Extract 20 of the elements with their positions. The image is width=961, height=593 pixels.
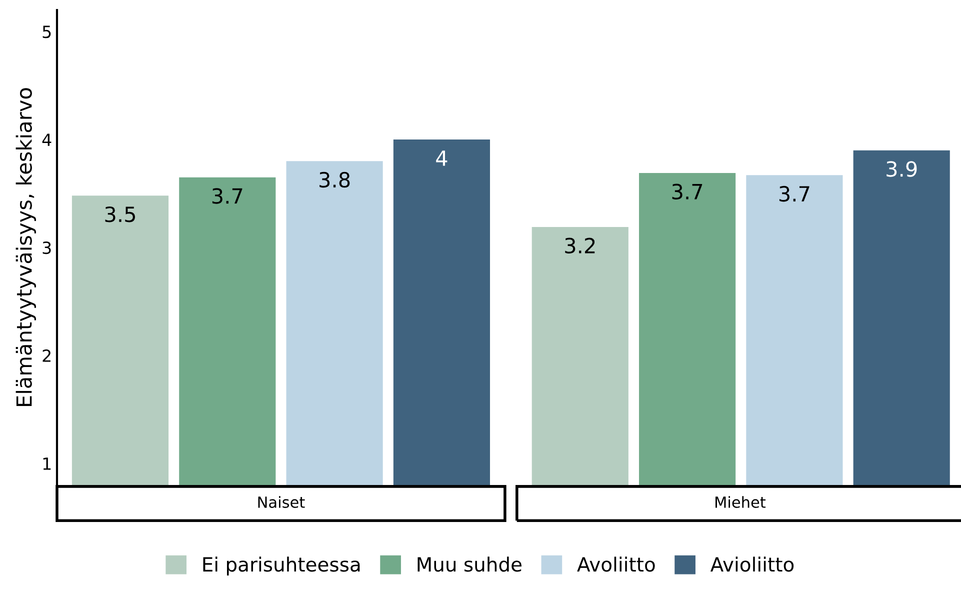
y-tick-label: 3 — [42, 241, 51, 254]
data-label: 3.7 — [779, 186, 810, 202]
data-label: 3.8 — [320, 172, 350, 188]
data-label: 3.2 — [565, 238, 595, 254]
x-tick-label: Naiset — [258, 496, 305, 508]
data-label: 4 — [436, 150, 448, 166]
legend-label: Avioliitto — [710, 556, 794, 572]
y-tick-label: 1 — [43, 458, 51, 470]
y-tick-label: 5 — [42, 26, 51, 38]
legend-label: Ei parisuhteessa — [203, 556, 360, 576]
y-axis-title: Elämäntyytyväisyys, keskiarvo — [16, 88, 36, 406]
legend-label: Avoliitto — [577, 556, 655, 572]
data-label: 3.7 — [212, 188, 242, 204]
y-tick-label: 2 — [42, 349, 50, 362]
x-tick-label: Miehet — [716, 496, 766, 508]
data-label: 3.5 — [105, 206, 135, 222]
data-label: 3.7 — [672, 184, 702, 200]
legend-label: Muu suhde — [418, 556, 522, 572]
y-tick-label: 4 — [42, 134, 52, 146]
data-label: 3.9 — [886, 161, 917, 177]
